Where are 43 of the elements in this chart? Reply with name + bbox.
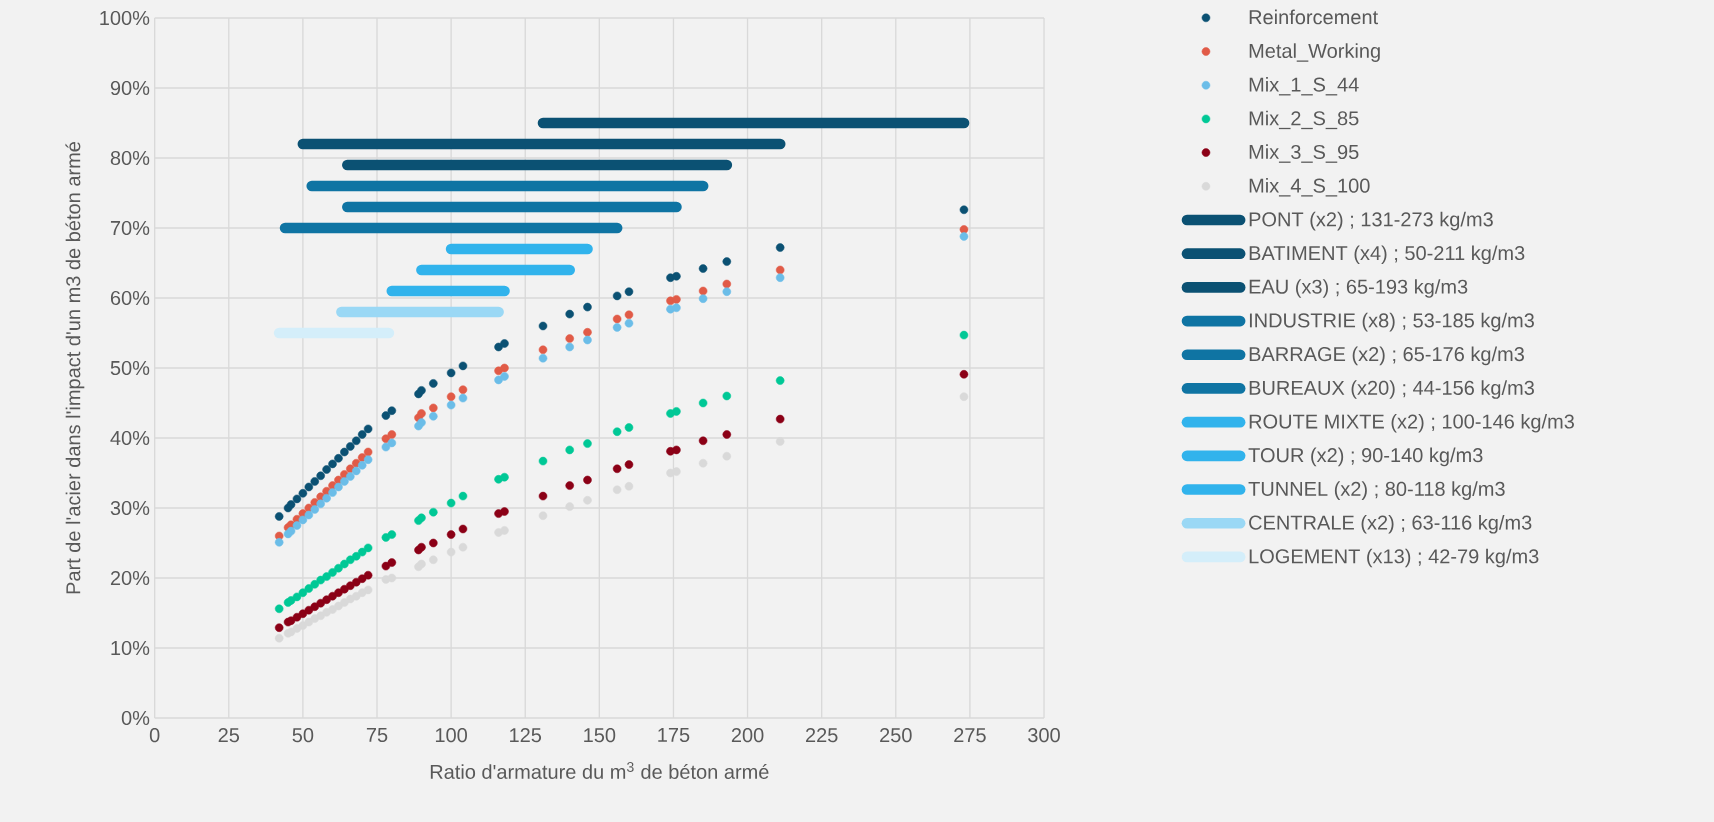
y-axis-title: Part de l'acier dans l'impact d'un m3 de béton armé xyxy=(65,142,85,594)
y-tick-label: 70% xyxy=(110,220,150,236)
x-tick-label: 200 xyxy=(731,728,764,743)
x-tick-label: 150 xyxy=(584,728,616,743)
legend-label: Mix_1_S_44 xyxy=(1249,76,1359,96)
x-tick-label: 275 xyxy=(954,728,986,743)
legend-label: BARRAGE (x2) ; 65-176 kg/m3 xyxy=(1249,346,1524,366)
legend-label: INDUSTRIE (x8) ; 53-185 kg/m3 xyxy=(1249,312,1534,332)
y-tick-label: 100% xyxy=(100,10,150,26)
legend-label: LOGEMENT (x13) ; 42-79 kg/m3 xyxy=(1249,548,1539,568)
legend-label: BATIMENT (x4) ; 50-211 kg/m3 xyxy=(1249,245,1525,265)
x-tick-label: 175 xyxy=(658,728,690,742)
legend-label: TOUR (x2) ; 90-140 kg/m3 xyxy=(1248,447,1483,467)
legend-label: PONT (x2) ; 131-273 kg/m3 xyxy=(1249,211,1493,231)
y-tick-label: 0% xyxy=(121,710,150,726)
x-tick-label: 0 xyxy=(149,728,160,743)
y-tick-label: 80% xyxy=(110,150,150,166)
legend-label: ROUTE MIXTE (x2) ; 100-146 kg/m3 xyxy=(1249,413,1574,433)
legend-label: Metal_Working xyxy=(1249,43,1380,62)
legend-label: Mix_4_S_100 xyxy=(1249,178,1370,197)
y-tick-label: 10% xyxy=(111,640,150,656)
y-tick-label: 90% xyxy=(110,80,150,96)
x-tick-label: 100 xyxy=(435,728,467,743)
x-tick-label: 300 xyxy=(1028,728,1060,743)
legend-label: BUREAUX (x20) ; 44-156 kg/m3 xyxy=(1249,380,1534,399)
x-tick-label: 25 xyxy=(218,728,240,743)
x-tick-label: 250 xyxy=(880,728,912,743)
y-tick-label: 30% xyxy=(110,500,150,516)
y-tick-label: 20% xyxy=(110,570,150,586)
legend-label: Mix_3_S_95 xyxy=(1249,144,1359,163)
legend-label: Mix_2_S_85 xyxy=(1249,110,1359,130)
x-tick-label: 125 xyxy=(510,728,542,743)
y-tick-label: 40% xyxy=(110,430,150,446)
x-tick-label: 50 xyxy=(292,728,314,743)
y-tick-label: 50% xyxy=(110,360,150,376)
legend-label: CENTRALE (x2) ; 63-116 kg/m3 xyxy=(1249,514,1532,534)
x-axis-title: Ratio d'armature du m$^{3}$ de béton armé xyxy=(430,762,769,779)
legend-label: TUNNEL (x2) ; 80-118 kg/m3 xyxy=(1248,481,1505,500)
y-tick-label: 60% xyxy=(110,290,150,306)
legend-label: Reinforcement xyxy=(1249,9,1379,25)
x-tick-label: 225 xyxy=(805,728,838,743)
legend-label: EAU (x3) ; 65-193 kg/m3 xyxy=(1249,279,1468,298)
x-tick-label: 75 xyxy=(366,728,388,742)
